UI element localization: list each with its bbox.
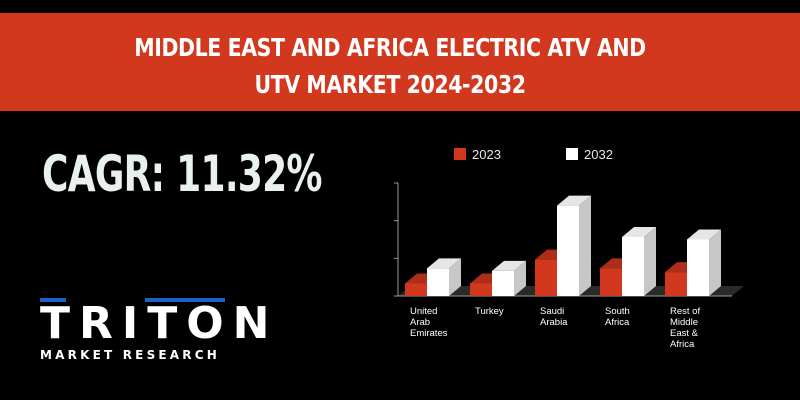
x-tick-label-line: Africa bbox=[605, 317, 630, 328]
legend-swatch-2023 bbox=[454, 148, 466, 160]
banner-title-line-1: MIDDLE EAST AND AFRICA ELECTRIC ATV AND bbox=[134, 33, 646, 62]
legend-label-2032: 2032 bbox=[584, 147, 613, 162]
legend-swatch-2032 bbox=[566, 148, 578, 160]
x-tick-label-line: Africa bbox=[670, 339, 695, 350]
bar-2032-0-top bbox=[427, 258, 461, 269]
logo-accent-bar-right bbox=[145, 298, 225, 302]
bar-2023-1 bbox=[470, 283, 492, 296]
x-tick-label-3: South Africa bbox=[605, 306, 630, 328]
title-banner: MIDDLE EAST AND AFRICA ELECTRIC ATV AND … bbox=[0, 13, 800, 111]
x-tick-label-line: Saudi bbox=[540, 306, 564, 317]
bar-2032-4-top bbox=[687, 229, 721, 240]
logo-tagline: MARKET RESEARCH bbox=[40, 348, 220, 362]
banner-title-line-2: UTV MARKET 2024-2032 bbox=[254, 70, 526, 99]
bar-2032-1-side bbox=[514, 260, 526, 296]
x-tick-label-1: Turkey bbox=[475, 306, 504, 317]
bar-2023-4 bbox=[665, 272, 687, 296]
bar-2032-1-top bbox=[492, 260, 526, 271]
x-tick-label-line: Turkey bbox=[475, 306, 504, 317]
x-tick-label-line: Emirates bbox=[410, 328, 448, 339]
bar-2032-0 bbox=[427, 268, 449, 296]
bar-2032-4-side bbox=[709, 229, 721, 296]
bar-2032-4 bbox=[687, 239, 709, 296]
x-tick-label-line: Arab bbox=[410, 317, 430, 328]
bar-2023-3 bbox=[600, 268, 622, 296]
bar-2032-3-top bbox=[622, 226, 656, 237]
legend-label-2023: 2023 bbox=[472, 147, 501, 162]
bar-2032-3-side bbox=[644, 226, 656, 296]
x-tick-label-line: United bbox=[410, 306, 437, 317]
x-tick-label-4: Rest of Middle East & Africa bbox=[670, 306, 700, 350]
bar-2032-0-side bbox=[449, 258, 461, 296]
logo-wordmark: TRITON bbox=[40, 298, 279, 349]
bar-2032-2-top bbox=[557, 195, 591, 206]
bar-2032-2 bbox=[557, 205, 579, 296]
cagr-label: CAGR: 11.32% bbox=[42, 145, 323, 203]
x-tick-label-0: United Arab Emirates bbox=[410, 306, 448, 339]
triton-logo: TRITON MARKET RESEARCH bbox=[40, 296, 270, 366]
x-tick-label-line: Arabia bbox=[540, 317, 568, 328]
bar-2023-2 bbox=[535, 259, 557, 296]
bar-2032-1 bbox=[492, 270, 514, 296]
x-tick-label-line: East & bbox=[670, 328, 699, 339]
x-tick-label-line: Rest of bbox=[670, 306, 700, 317]
bar-2023-0 bbox=[405, 283, 427, 296]
x-tick-label-2: Saudi Arabia bbox=[540, 306, 568, 328]
bar-2032-2-side bbox=[579, 195, 591, 296]
logo-accent-bar-left bbox=[40, 298, 66, 302]
bar-2032-3 bbox=[622, 236, 644, 296]
x-tick-label-line: South bbox=[605, 306, 630, 317]
x-tick-label-line: Middle bbox=[670, 317, 698, 328]
